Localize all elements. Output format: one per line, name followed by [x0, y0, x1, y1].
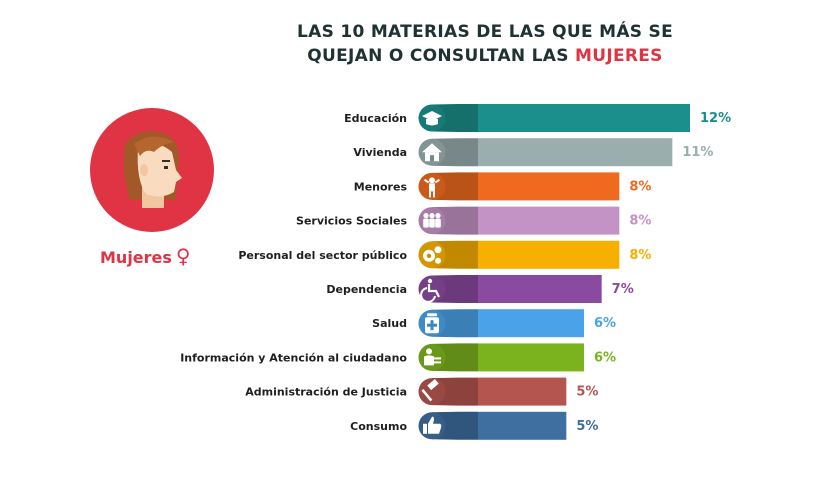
- chart-title: LAS 10 MATERIAS DE LAS QUE MÁS SE QUEJAN…: [0, 20, 830, 68]
- avatar-label-text: Mujeres: [100, 248, 172, 267]
- category-label: Dependencia: [326, 283, 407, 296]
- gears-icon: [423, 246, 442, 264]
- female-symbol-icon: ♀: [175, 244, 191, 268]
- title-line-2: QUEJAN O CONSULTAN LAS MUJERES: [0, 44, 830, 68]
- bar: [478, 411, 567, 440]
- value-label: 8%: [629, 179, 651, 194]
- value-label: 7%: [612, 282, 634, 297]
- category-label: Administración de Justicia: [245, 386, 407, 399]
- avatar-label: Mujeres ♀: [100, 244, 220, 268]
- bar: [478, 309, 584, 338]
- bar: [478, 104, 690, 132]
- medicine-bottle-icon: [425, 313, 439, 334]
- bar: [478, 138, 673, 167]
- value-label: 11%: [682, 145, 713, 160]
- value-label: 8%: [629, 214, 651, 229]
- bar: [478, 240, 620, 269]
- bar: [478, 172, 620, 201]
- title-line-1: LAS 10 MATERIAS DE LAS QUE MÁS SE: [297, 22, 673, 42]
- category-label: Servicios Sociales: [296, 215, 407, 228]
- bar: [478, 275, 602, 303]
- gavel-icon: [421, 379, 439, 402]
- category-label: Información y Atención al ciudadano: [180, 351, 407, 364]
- category-label: Personal del sector público: [238, 249, 407, 262]
- bar: [478, 206, 620, 235]
- woman-avatar: [90, 108, 214, 232]
- wheelchair-icon: [420, 278, 440, 303]
- value-label: 6%: [594, 350, 616, 365]
- value-label: 6%: [594, 316, 616, 331]
- category-label: Educación: [344, 112, 407, 125]
- category-label: Consumo: [350, 420, 407, 433]
- people-group-icon: [423, 213, 441, 228]
- person-info-icon: [424, 348, 441, 366]
- house-icon: [422, 143, 442, 162]
- value-label: 5%: [576, 419, 598, 434]
- value-label: 12%: [700, 111, 731, 126]
- woman-face-icon: [90, 108, 214, 232]
- bar: [478, 343, 584, 372]
- category-label: Vivienda: [353, 146, 407, 159]
- value-label: 5%: [576, 385, 598, 400]
- bar: [478, 377, 567, 406]
- child-icon: [423, 177, 441, 198]
- title-line-2-text: QUEJAN O CONSULTAN LAS: [307, 46, 575, 66]
- thumbs-up-icon: [423, 416, 442, 434]
- category-label: Menores: [354, 180, 408, 193]
- bar-icon-circle: [418, 378, 446, 406]
- value-label: 8%: [629, 248, 651, 263]
- title-accent-word: MUJERES: [575, 46, 663, 66]
- graduation-cap-icon: [422, 111, 442, 126]
- category-label: Salud: [372, 317, 407, 330]
